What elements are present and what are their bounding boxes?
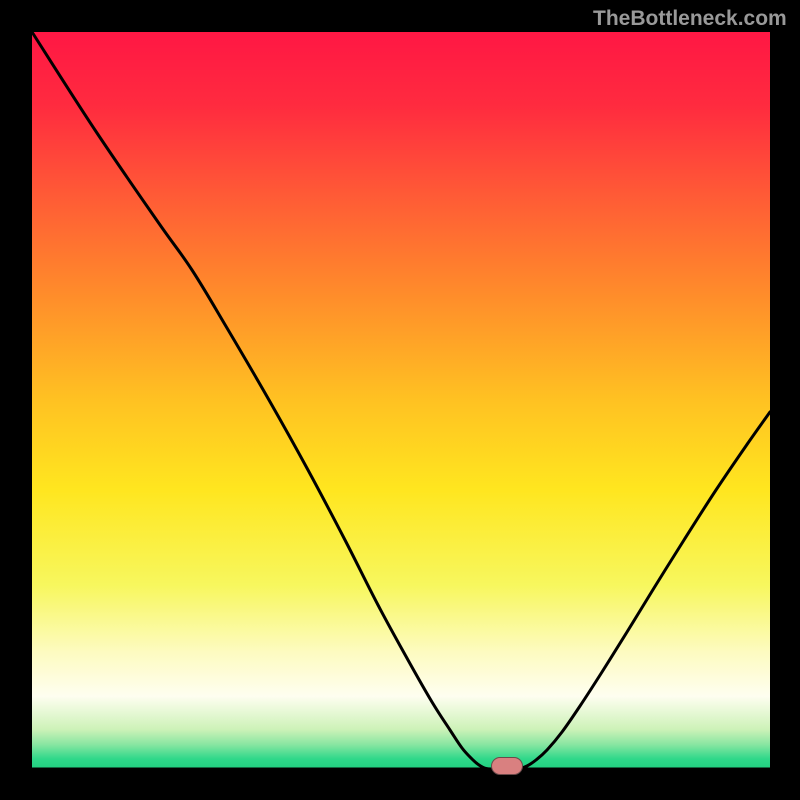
- watermark-text: TheBottleneck.com: [593, 7, 787, 31]
- bottleneck-curve: [32, 32, 770, 769]
- minimum-marker: [491, 757, 523, 775]
- curve-layer: [0, 0, 800, 800]
- bottleneck-chart: TheBottleneck.com: [0, 0, 800, 800]
